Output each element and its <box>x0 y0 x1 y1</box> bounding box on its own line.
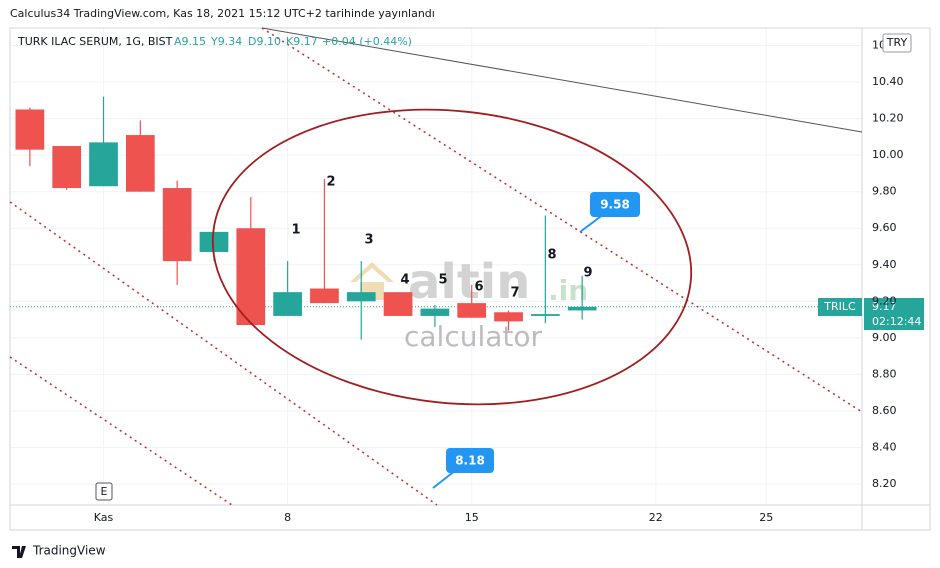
y-tick-label: 8.20 <box>872 477 897 490</box>
event-marker-text: E <box>101 485 108 498</box>
candle-body <box>530 314 560 316</box>
callout-box <box>590 192 640 217</box>
plot <box>10 96 862 340</box>
y-tick-label: 10.20 <box>872 112 904 125</box>
ohlc-low: D9.10 <box>248 35 281 48</box>
annotation: 2 <box>326 175 335 190</box>
countdown: 02:12:44 <box>872 315 921 328</box>
candle-body <box>125 135 155 192</box>
annotation: 3 <box>364 233 373 248</box>
y-tick-label: 9.00 <box>872 331 897 344</box>
candle-body <box>162 188 192 262</box>
published-note: Calculus34 TradingView.com, Kas 18, 2021… <box>10 7 435 20</box>
candle-body <box>236 228 266 326</box>
ohlc-change: +0.04 (+0.44%) <box>322 35 412 48</box>
x-tick-label: 22 <box>649 511 663 524</box>
watermark: altin .in calculator <box>350 254 588 353</box>
annotation: 9 <box>583 266 592 281</box>
candle-body <box>15 109 45 150</box>
candle-body <box>273 292 302 316</box>
trend-line <box>261 27 863 133</box>
annotation: 8 <box>547 248 556 263</box>
callout-text: 8.18 <box>455 454 485 468</box>
watermark-text: calculator <box>404 320 543 353</box>
tv-logo <box>12 546 26 558</box>
footer-brand: TradingView <box>32 544 106 558</box>
candle-body <box>199 231 229 252</box>
watermark-text: .in <box>548 274 588 307</box>
callout-text: 9.58 <box>600 198 630 212</box>
currency-box <box>882 33 912 53</box>
candle-body <box>494 312 523 322</box>
ohlc-open: A9.15 <box>174 35 206 48</box>
y-tick-label: 8.80 <box>872 367 897 380</box>
y-tick-label: 10.00 <box>872 148 904 161</box>
candle-body <box>420 308 450 316</box>
annotation: 1 <box>291 223 300 238</box>
x-tick-label: Kas <box>94 511 114 524</box>
watermark-text: altin <box>408 254 530 310</box>
y-tick-label: 8.60 <box>872 404 897 417</box>
ohlc-close: K9.17 <box>286 35 318 48</box>
symbol-title: TURK ILAC SERUM, 1G, BIST <box>17 35 173 48</box>
candle-body <box>89 142 118 187</box>
y-tick-label: 8.40 <box>872 440 897 453</box>
candle-body <box>310 288 339 304</box>
last-price-box <box>864 298 924 330</box>
ohlc-high: Y9.34 <box>210 35 242 48</box>
x-tick-label: 15 <box>465 511 479 524</box>
y-tick-label: 9.40 <box>872 258 897 271</box>
annotation: 5 <box>438 273 447 288</box>
x-tick-label: 25 <box>759 511 773 524</box>
candle-body <box>346 292 376 302</box>
y-tick-label: 9.80 <box>872 185 897 198</box>
symbol-tag-text: TRILC <box>823 300 856 313</box>
callout-box <box>446 448 494 473</box>
currency: TRY <box>886 36 908 49</box>
candle-body <box>567 306 597 311</box>
y-tick-label: 9.20 <box>872 294 897 307</box>
event-marker <box>95 482 113 501</box>
y-tick-label: 10.40 <box>872 75 904 88</box>
candle-body <box>457 303 487 318</box>
y-tick-label: 9.60 <box>872 221 897 234</box>
symbol-tag <box>818 298 862 316</box>
channel-line <box>9 356 233 506</box>
annotation: 7 <box>510 286 519 301</box>
highlight-ellipse <box>211 108 693 406</box>
candle-body <box>383 292 413 316</box>
frame <box>9 27 931 531</box>
channel-line <box>261 27 863 413</box>
last-price: 9.17 <box>872 300 897 313</box>
annotation: 6 <box>474 280 483 295</box>
annotation: 4 <box>400 273 409 288</box>
x-tick-label: 8 <box>284 511 291 524</box>
candle-body <box>52 146 82 189</box>
